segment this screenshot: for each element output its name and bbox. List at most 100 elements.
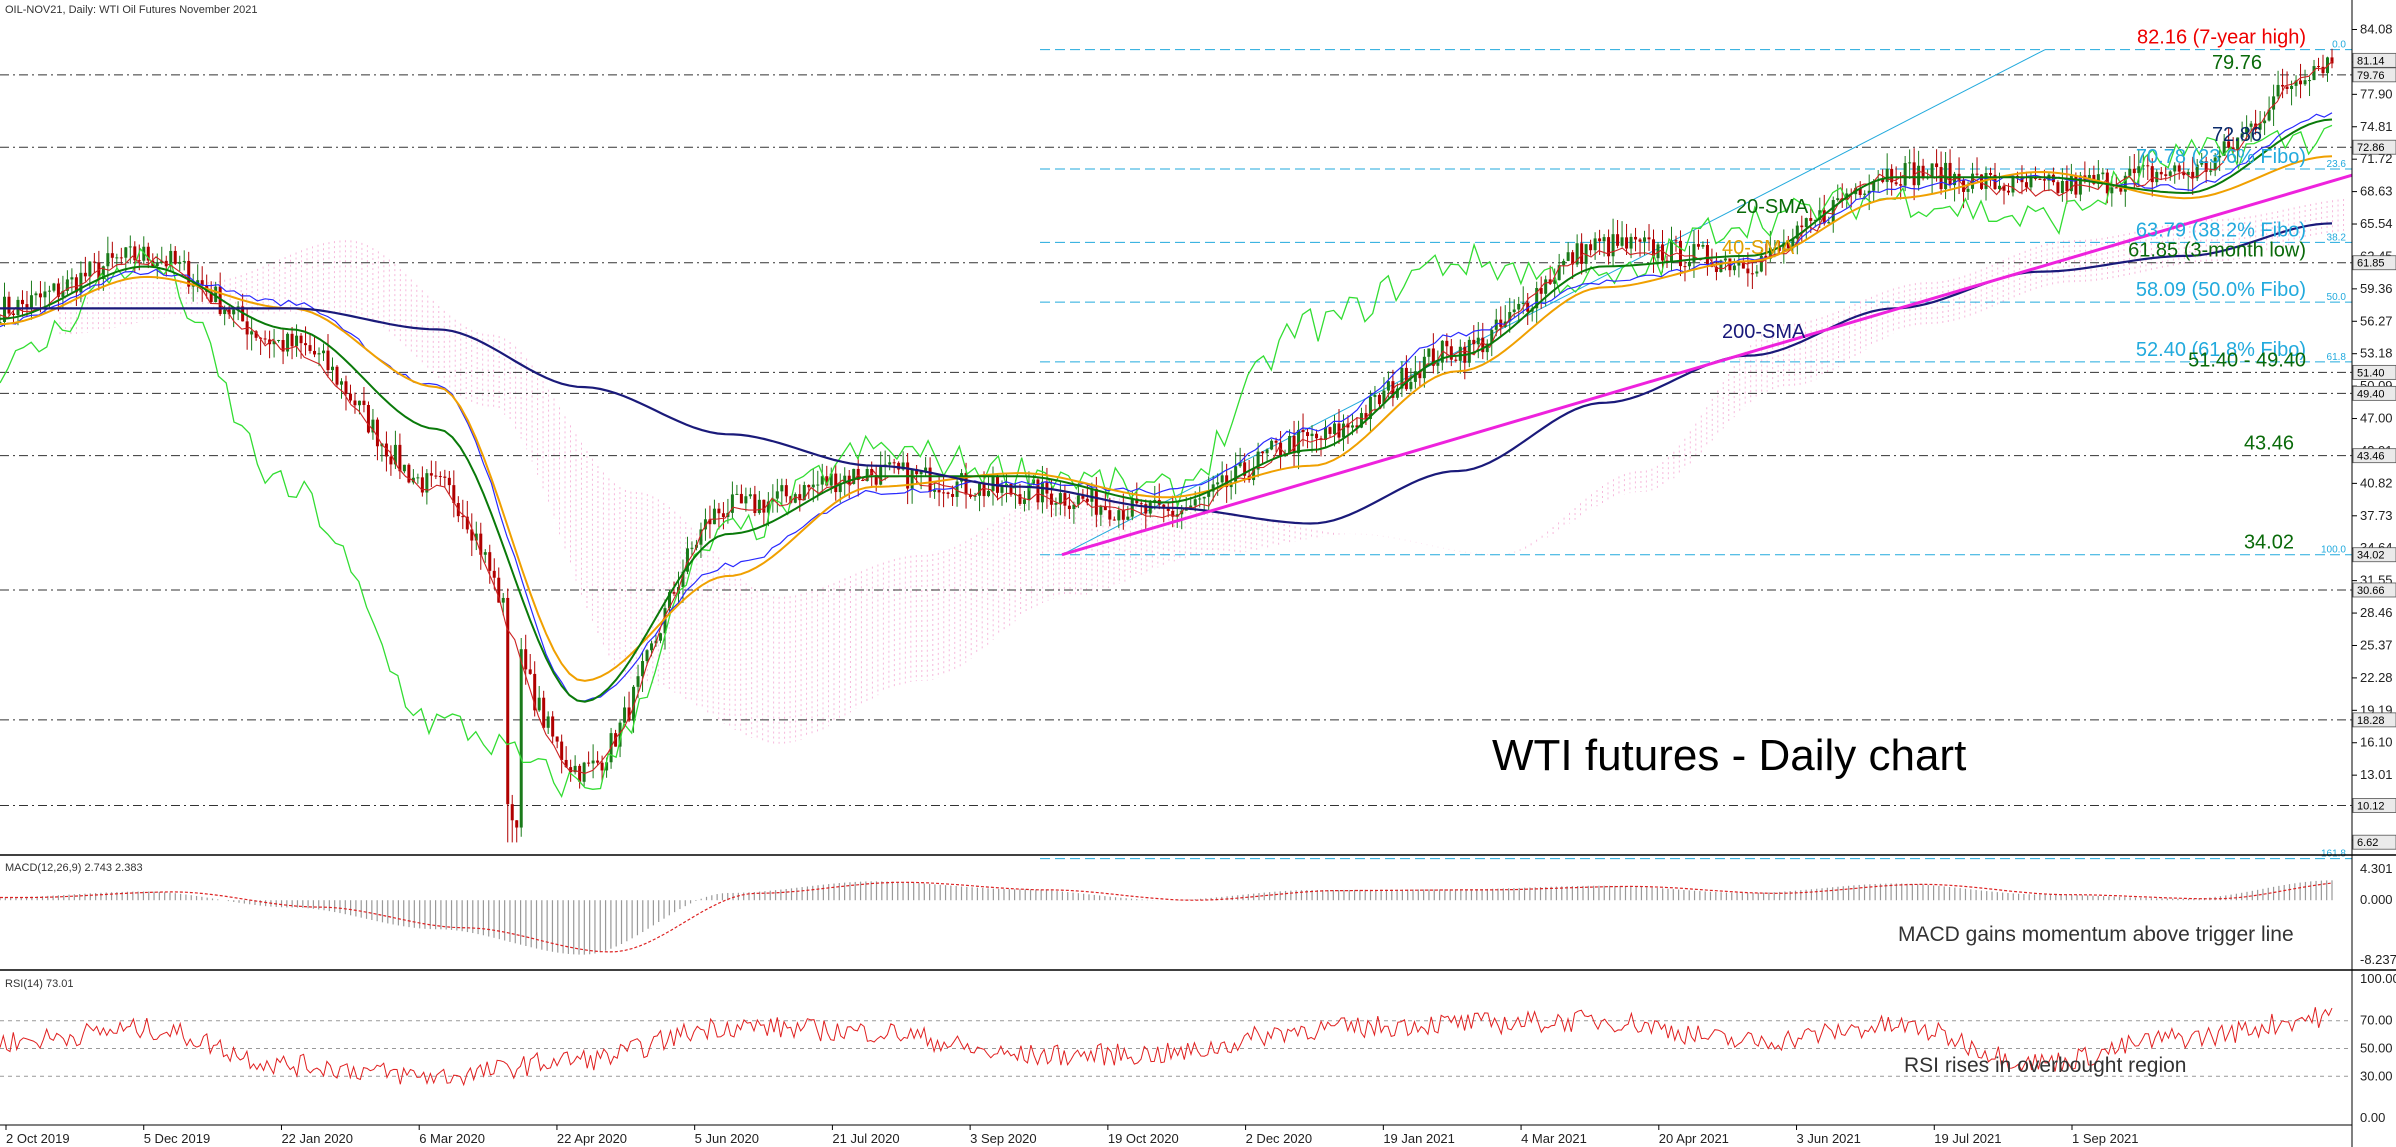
horizontal-levels	[0, 49, 2352, 860]
candle-body	[304, 343, 308, 346]
candle-body	[1544, 279, 1548, 294]
candle-body	[11, 313, 15, 316]
candle-body	[784, 485, 788, 497]
rsi-axis: 100.00 70.00 50.00 30.00 0.00	[2360, 971, 2396, 1125]
candle-body	[128, 246, 132, 248]
candle-body	[2011, 175, 2015, 193]
candle-body	[1067, 505, 1071, 510]
tenkan-sen-line	[0, 61, 2333, 774]
candle-body	[29, 295, 33, 309]
candle-body	[169, 250, 173, 267]
candle-body	[1031, 479, 1035, 484]
level-label-6: 58.09 (50.0% Fibo)	[2136, 279, 2306, 301]
sma40-label: 40-SMA	[1722, 237, 1795, 259]
candle-body	[1521, 302, 1525, 304]
candle-body	[1144, 504, 1148, 514]
price-tag-box	[2352, 547, 2396, 563]
candle-body	[1863, 193, 1867, 195]
price-axis-label: 16.10	[2360, 735, 2393, 750]
candle-body	[38, 293, 42, 298]
candle-body	[1256, 451, 1260, 470]
candle-body	[209, 291, 213, 303]
macd-axis-label: 4.301	[2360, 861, 2393, 876]
candle-body	[618, 722, 622, 747]
candle-body	[892, 462, 896, 464]
candle-body	[672, 592, 676, 594]
candle-body	[1768, 247, 1772, 259]
date-label: 3 Sep 2020	[970, 1131, 1037, 1146]
candle-body	[1472, 339, 1476, 345]
candle-body	[1750, 273, 1754, 275]
symbol-header: OIL-NOV21, Daily: WTI Oil Futures Novemb…	[5, 4, 257, 16]
candle-body	[2006, 190, 2010, 193]
candle-body	[1634, 236, 1638, 240]
candle-body	[942, 492, 946, 494]
candle-body	[1202, 496, 1206, 499]
candle-body	[1629, 236, 1633, 249]
price-tag-label: 81.14	[2357, 55, 2385, 67]
candle-body	[775, 491, 779, 499]
fibo-pct-label-6: 161.8	[2321, 849, 2346, 860]
candle-body	[1094, 488, 1098, 515]
candle-body	[1243, 462, 1247, 476]
candle-body	[2317, 66, 2321, 68]
candle-body	[1081, 495, 1085, 499]
rsi-guides	[0, 1020, 2352, 1077]
candle-body	[0, 322, 2, 324]
candle-body	[47, 290, 51, 292]
candle-body	[802, 485, 806, 501]
candle-body	[865, 468, 869, 481]
candle-body	[955, 481, 959, 497]
date-label: 4 Mar 2021	[1521, 1131, 1587, 1146]
candle-body	[1404, 367, 1408, 390]
candle-body	[277, 340, 281, 342]
candle-body	[2245, 126, 2249, 134]
candle-body	[2321, 66, 2325, 74]
candle-body	[1108, 510, 1112, 520]
candle-body	[1580, 243, 1584, 264]
candle-body	[1297, 429, 1301, 454]
price-tag-box	[2352, 139, 2396, 155]
candle-body	[2150, 166, 2154, 183]
candle-body	[214, 286, 218, 303]
candle-body	[636, 676, 640, 687]
candle-body	[223, 309, 227, 315]
candle-body	[798, 494, 802, 501]
candle-body	[290, 333, 294, 347]
rsi-axis-label: 0.00	[2360, 1110, 2385, 1125]
candle-body	[2110, 187, 2114, 194]
candle-body	[897, 462, 901, 470]
price-pane: 0.0 23.6 38.2 50.0 61.8 100.0 161.8 82.16 (7-y…	[0, 4, 2353, 860]
candle-body	[1755, 271, 1759, 274]
candle-body	[7, 296, 11, 314]
candle-body	[1467, 339, 1471, 363]
rsi-header: RSI(14) 73.01	[5, 978, 73, 990]
sma40-line	[0, 155, 2333, 682]
candle-body	[110, 253, 114, 258]
candle-body	[155, 263, 159, 266]
candle-body	[1647, 237, 1651, 240]
candle-body	[393, 444, 397, 465]
candle-body	[1292, 435, 1296, 454]
candle-body	[1804, 218, 1808, 228]
candle-body	[600, 762, 604, 771]
candle-body	[420, 477, 424, 493]
price-axis-label: 77.90	[2360, 86, 2393, 101]
candle-body	[250, 331, 254, 335]
candle-body	[1881, 179, 1885, 182]
candle-body	[982, 483, 986, 497]
macd-signal-line	[0, 881, 2333, 953]
price-tag-box	[2352, 255, 2396, 271]
candle-body	[542, 697, 546, 728]
price-axis-label: 71.72	[2360, 151, 2393, 166]
candle-body	[1723, 258, 1727, 261]
candle-body	[1130, 498, 1134, 517]
candle-body	[506, 597, 510, 805]
candle-body	[88, 261, 92, 277]
sma-annotations: 20-SMA 40-SMA 200-SMA	[1722, 196, 1809, 343]
candle-body	[924, 467, 928, 472]
candle-body	[137, 260, 141, 262]
candle-body	[735, 493, 739, 495]
candle-body	[829, 473, 833, 486]
candle-body	[748, 494, 752, 497]
